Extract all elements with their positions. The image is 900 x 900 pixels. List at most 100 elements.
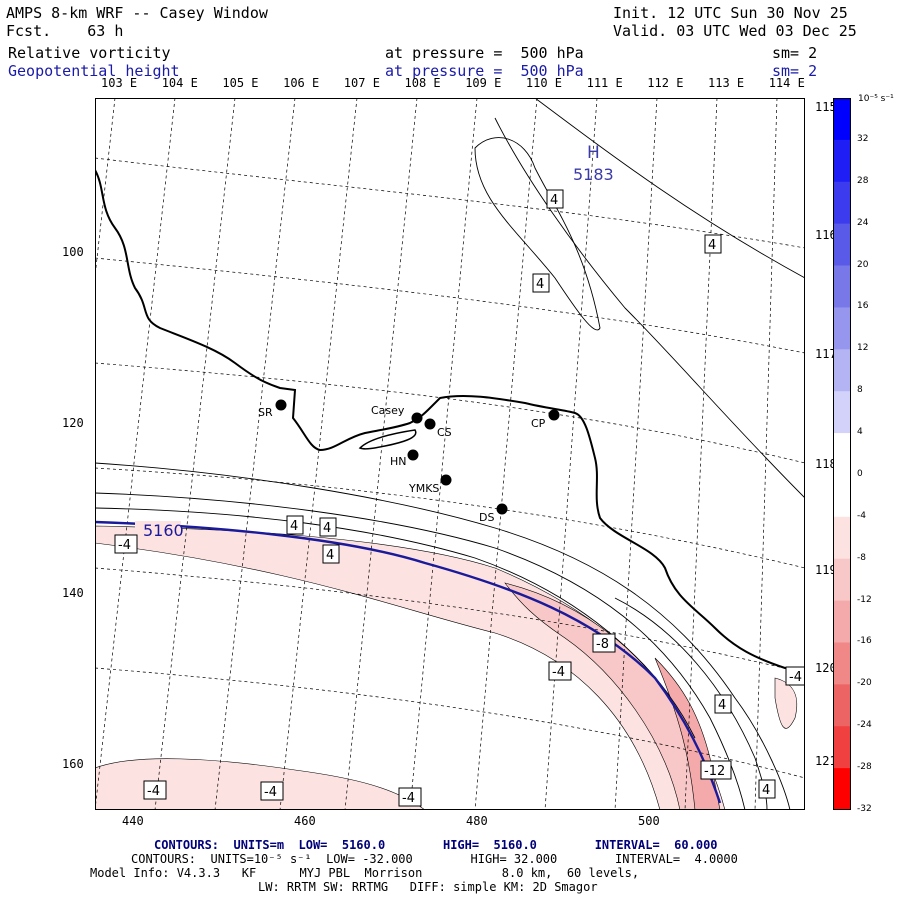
svg-text:-12: -12 [704,764,725,779]
footer-height-contours: CONTOURS: UNITS=m LOW= 5160.0 HIGH= 5160… [154,838,718,852]
y-axis-label: 120 [62,416,84,430]
field1-name: Relative vorticity [8,44,171,62]
colorbar-swatch [833,433,851,476]
svg-text:-4: -4 [264,785,277,800]
station-hn: HN [390,449,419,468]
x-axis-label: 440 [122,814,144,828]
vorticity-contours [95,98,805,810]
colorbar-label: -8 [857,552,866,563]
map-panel: H 5183 5160 4 4 4 4 4 4 4 4 -4 -4 -4 -4 -4 -4 -8 -12 SR… [95,98,805,810]
lon-label-top: 112 E [647,76,684,90]
station-cp: CP [531,409,560,430]
footer-model-info-2: LW: RRTM SW: RRTMG DIFF: simple KM: 2D S… [258,880,598,894]
colorbar-swatch [833,726,851,769]
svg-text:-4: -4 [402,791,415,806]
coastline-island [358,429,417,450]
colorbar-label: -24 [857,720,872,731]
station-sr: SR [258,399,287,419]
colorbar-swatch [833,139,851,183]
contour-label-box: 4 [704,234,722,254]
svg-text:SR: SR [258,406,273,419]
colorbar-label: 32 [857,133,869,144]
contour-label-box: 4 [532,273,550,293]
contour-label-box: 4 [546,189,564,209]
lon-label-top: 103 E [101,76,138,90]
vorticity-shade-inner [504,582,708,810]
colorbar [833,98,851,810]
colorbar-label: -20 [857,678,872,689]
lon-label-top: 114 E [768,76,805,90]
colorbar-label: 4 [857,427,863,438]
high-center-letter: H [587,143,600,163]
colorbar-label: 8 [857,385,863,396]
geopotential-contour-5160 [95,520,722,804]
colorbar-swatch [833,265,851,308]
lon-label-top: 109 E [465,76,502,90]
svg-text:-8: -8 [596,637,609,652]
y-axis-label: 140 [62,586,84,600]
contour-label-box: -4 [260,781,284,801]
footer-vorticity-contours: CONTOURS: UNITS=10⁻⁵ s⁻¹ LOW= -32.000 HI… [131,852,738,866]
colorbar-swatch [833,98,851,141]
svg-text:4: 4 [550,193,558,208]
contour-label-box: -4 [785,666,805,686]
colorbar-label: -28 [857,762,872,773]
y-axis-label: 100 [62,245,84,259]
colorbar-label: 24 [857,217,869,228]
colorbar-label: 12 [857,343,869,354]
colorbar-swatch [833,307,851,350]
contour-label-box: -4 [398,787,422,807]
lon-label-top: 113 E [708,76,745,90]
colorbar-swatch [833,391,851,434]
svg-text:DS: DS [479,511,494,524]
lon-label-top: 106 E [283,76,320,90]
svg-text:4: 4 [326,548,334,563]
colorbar-swatch [833,349,851,392]
svg-text:CS: CS [437,426,452,439]
svg-text:4: 4 [290,519,298,534]
svg-text:-4: -4 [118,538,131,553]
valid-time: Valid. 03 UTC Wed 03 Dec 25 [613,22,857,40]
colorbar-label: 0 [857,468,863,479]
colorbar-swatch [833,768,851,810]
contour-label-box: -8 [592,633,616,653]
colorbar-swatch [833,474,851,518]
field1-level: at pressure = 500 hPa [385,44,584,62]
station-ds: DS [479,503,508,524]
model-title: AMPS 8-km WRF -- Casey Window [6,4,268,22]
svg-text:CP: CP [531,417,546,430]
colorbar-label: -12 [857,594,872,605]
colorbar-label: -4 [857,510,866,521]
field2-smoothing: sm= 2 [772,62,818,80]
lon-label-top: 107 E [343,76,380,90]
station-ymks: YMKS [408,474,452,495]
station-cs: CS [424,418,452,439]
lon-label-top: 111 E [586,76,623,90]
colorbar-units: 10⁻⁵ s⁻¹ [858,94,894,104]
svg-text:Casey: Casey [371,404,405,417]
lon-label-top: 108 E [404,76,441,90]
colorbar-swatch [833,223,851,267]
colorbar-label: -16 [857,636,872,647]
svg-text:4: 4 [323,521,331,536]
svg-text:-4: -4 [147,784,160,799]
svg-text:YMKS: YMKS [408,482,439,495]
height-label-5160: 5160 [135,521,184,540]
colorbar-swatch [833,558,851,602]
station-casey: Casey [371,404,423,424]
x-axis-label: 480 [466,814,488,828]
svg-text:-4: -4 [552,665,565,680]
svg-text:5160: 5160 [143,521,184,540]
contour-label-box: -4 [114,534,138,554]
colorbar-label: 20 [857,259,869,270]
contour-label-box: 4 [286,515,304,535]
colorbar-label: 16 [857,301,869,312]
contour-label-box: -4 [143,780,167,800]
contour-label-box: -12 [700,760,732,780]
contour-label-box: 4 [319,517,337,537]
field2-level: at pressure = 500 hPa [385,62,584,80]
colorbar-swatch [833,181,851,225]
contour-label-box: 4 [322,544,340,564]
colorbar-label: -32 [857,804,872,814]
colorbar-swatch [833,642,851,685]
